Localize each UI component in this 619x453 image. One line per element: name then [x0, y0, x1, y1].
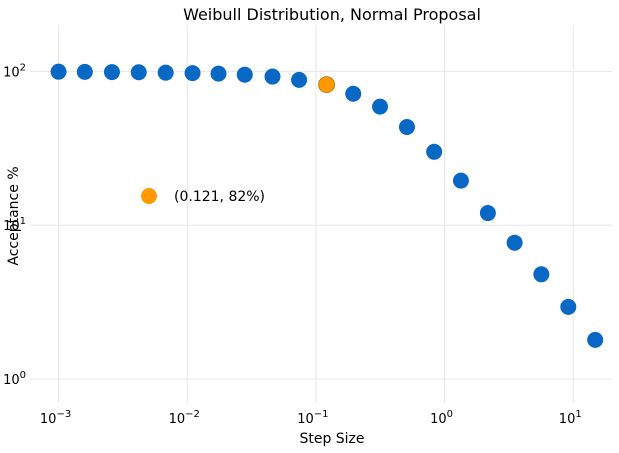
data-point [345, 85, 362, 102]
x-tick-label: 10−3 [40, 409, 71, 427]
data-point [398, 118, 415, 135]
data-point [157, 64, 174, 81]
data-point [236, 66, 253, 83]
x-tick-label: 10−2 [169, 409, 200, 427]
data-points [50, 63, 604, 348]
highlighted-point [318, 76, 335, 93]
x-axis-label: Step Size [299, 431, 364, 447]
x-tick-label: 101 [559, 409, 582, 427]
x-tick-label: 10−1 [297, 409, 328, 427]
data-point [291, 71, 308, 88]
data-point [452, 172, 469, 189]
y-tick-label: 100 [3, 370, 26, 388]
data-point [426, 143, 443, 160]
data-point [210, 65, 227, 82]
data-point [76, 63, 93, 80]
data-point [506, 234, 523, 251]
grid [30, 25, 612, 403]
data-point [587, 331, 604, 348]
data-point [130, 64, 147, 81]
data-point [50, 63, 67, 80]
y-tick-label: 102 [3, 62, 26, 80]
data-point [560, 298, 577, 315]
legend-label: (0.121, 82%) [174, 189, 265, 205]
chart-title: Weibull Distribution, Normal Proposal [183, 5, 481, 24]
data-point [103, 64, 120, 81]
data-point [184, 65, 201, 82]
data-point [479, 205, 496, 222]
data-point [533, 266, 550, 283]
y-axis-label: Acceptance % [6, 166, 22, 265]
tick-labels: 10−3 10−2 10−1 100 101 100 101 102 [3, 62, 582, 427]
legend-marker [141, 188, 157, 204]
data-point [372, 98, 389, 115]
x-tick-label: 100 [430, 409, 453, 427]
y-tick-label: 101 [3, 216, 26, 234]
data-point [264, 68, 281, 85]
legend-annotation: (0.121, 82%) [141, 188, 265, 205]
